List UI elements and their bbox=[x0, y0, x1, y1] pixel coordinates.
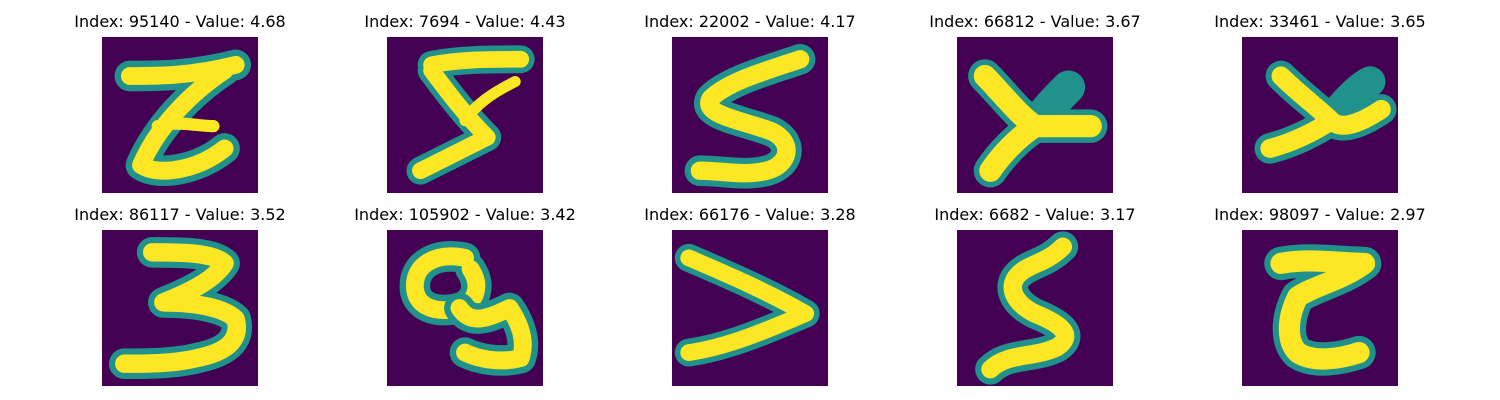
panel-title: Index: 95140 - Value: 4.68 bbox=[74, 12, 286, 31]
digit-image bbox=[102, 230, 258, 386]
digit-image bbox=[1242, 37, 1398, 193]
digit-image bbox=[957, 230, 1113, 386]
handwritten-3-like-digit-image bbox=[108, 236, 253, 380]
digit-image bbox=[672, 230, 828, 386]
panel-title: Index: 33461 - Value: 3.65 bbox=[1214, 12, 1426, 31]
handwritten-y-like-digit-image bbox=[968, 59, 1108, 188]
panel-title: Index: 66176 - Value: 3.28 bbox=[644, 205, 856, 224]
handwritten-z-like-digit-image bbox=[406, 45, 535, 185]
digit-image bbox=[102, 37, 258, 193]
panel-title: Index: 66812 - Value: 3.67 bbox=[929, 12, 1141, 31]
panel-title: Index: 22002 - Value: 4.17 bbox=[644, 12, 856, 31]
digit-image bbox=[1242, 230, 1398, 386]
panel-title: Index: 105902 - Value: 3.42 bbox=[354, 205, 576, 224]
handwritten-y-like-digit-image bbox=[1254, 60, 1397, 164]
handwritten-s-like-digit-image bbox=[684, 43, 816, 189]
handwritten-s-like-digit-image bbox=[975, 231, 1081, 385]
digit-image bbox=[672, 37, 828, 193]
panel-title: Index: 7694 - Value: 4.43 bbox=[364, 12, 566, 31]
handwritten-z-like-digit-image bbox=[114, 49, 252, 186]
panel-title: Index: 98097 - Value: 2.97 bbox=[1214, 205, 1426, 224]
panel-title: Index: 6682 - Value: 3.17 bbox=[934, 205, 1136, 224]
digit-image bbox=[387, 230, 543, 386]
handwritten-t-like-digit-image bbox=[1264, 244, 1382, 376]
handwritten-greater-than-like-digit-image bbox=[674, 243, 820, 367]
digit-image bbox=[387, 37, 543, 193]
panel-title: Index: 86117 - Value: 3.52 bbox=[74, 205, 286, 224]
digit-image bbox=[957, 37, 1113, 193]
handwritten-g-like-digit-image bbox=[399, 241, 539, 376]
